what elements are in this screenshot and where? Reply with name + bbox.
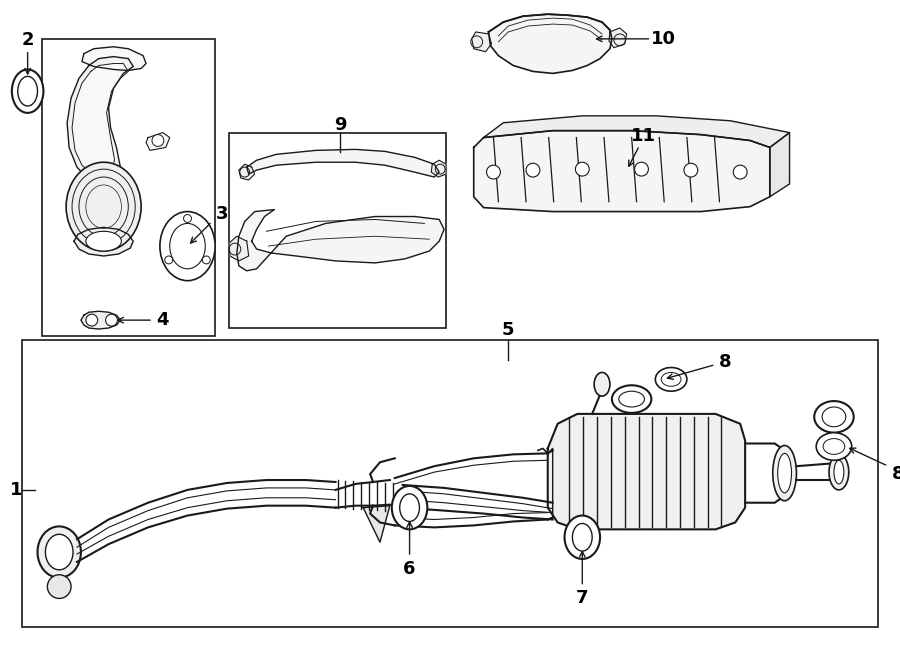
Bar xyxy=(42,39,215,336)
Bar xyxy=(22,340,878,627)
Ellipse shape xyxy=(575,162,590,176)
Ellipse shape xyxy=(400,494,419,522)
Ellipse shape xyxy=(86,314,98,326)
Ellipse shape xyxy=(165,256,173,264)
Ellipse shape xyxy=(38,526,81,578)
Ellipse shape xyxy=(45,534,73,570)
Ellipse shape xyxy=(526,163,540,177)
Ellipse shape xyxy=(778,453,791,493)
Polygon shape xyxy=(548,414,745,529)
Ellipse shape xyxy=(18,77,38,106)
Polygon shape xyxy=(146,133,170,151)
Text: 2: 2 xyxy=(22,31,34,49)
Ellipse shape xyxy=(564,516,600,559)
Polygon shape xyxy=(472,32,491,52)
Polygon shape xyxy=(238,164,255,180)
Bar xyxy=(229,133,446,328)
Text: 4: 4 xyxy=(157,311,169,329)
Text: 1: 1 xyxy=(10,481,22,499)
Polygon shape xyxy=(770,133,789,197)
Polygon shape xyxy=(81,311,121,329)
Ellipse shape xyxy=(619,391,644,407)
Polygon shape xyxy=(72,63,129,178)
Polygon shape xyxy=(74,227,133,256)
Text: 9: 9 xyxy=(334,116,346,134)
Ellipse shape xyxy=(662,372,681,386)
Ellipse shape xyxy=(734,165,747,179)
Ellipse shape xyxy=(392,486,428,529)
Ellipse shape xyxy=(48,575,71,598)
Ellipse shape xyxy=(487,165,500,179)
Polygon shape xyxy=(82,47,146,71)
Ellipse shape xyxy=(170,223,205,269)
Ellipse shape xyxy=(152,135,164,147)
Ellipse shape xyxy=(594,372,610,396)
Ellipse shape xyxy=(824,438,845,454)
Polygon shape xyxy=(483,116,789,147)
Ellipse shape xyxy=(816,433,851,460)
Ellipse shape xyxy=(105,314,117,326)
Ellipse shape xyxy=(773,446,796,501)
Ellipse shape xyxy=(822,407,846,427)
Text: 8: 8 xyxy=(892,465,900,483)
Polygon shape xyxy=(247,149,439,177)
Ellipse shape xyxy=(684,163,698,177)
Polygon shape xyxy=(229,236,248,261)
Text: 8: 8 xyxy=(719,352,732,371)
Ellipse shape xyxy=(814,401,854,433)
Polygon shape xyxy=(68,57,133,187)
Polygon shape xyxy=(364,506,390,542)
Polygon shape xyxy=(431,160,446,177)
Ellipse shape xyxy=(12,69,43,113)
Ellipse shape xyxy=(184,215,192,223)
Ellipse shape xyxy=(634,162,648,176)
Polygon shape xyxy=(609,28,626,48)
Ellipse shape xyxy=(86,231,122,251)
Ellipse shape xyxy=(66,162,141,251)
Ellipse shape xyxy=(202,256,211,264)
Ellipse shape xyxy=(834,460,844,484)
Ellipse shape xyxy=(572,524,592,551)
Polygon shape xyxy=(489,14,612,73)
Text: 6: 6 xyxy=(403,560,416,578)
Ellipse shape xyxy=(655,368,687,391)
Text: 5: 5 xyxy=(502,321,515,339)
Text: 11: 11 xyxy=(631,126,656,145)
Polygon shape xyxy=(473,131,770,212)
Ellipse shape xyxy=(829,454,849,490)
Text: 3: 3 xyxy=(216,204,229,223)
Ellipse shape xyxy=(160,212,215,281)
Text: 10: 10 xyxy=(651,30,676,48)
Ellipse shape xyxy=(612,385,652,413)
Text: 7: 7 xyxy=(576,590,589,607)
Polygon shape xyxy=(237,210,444,271)
